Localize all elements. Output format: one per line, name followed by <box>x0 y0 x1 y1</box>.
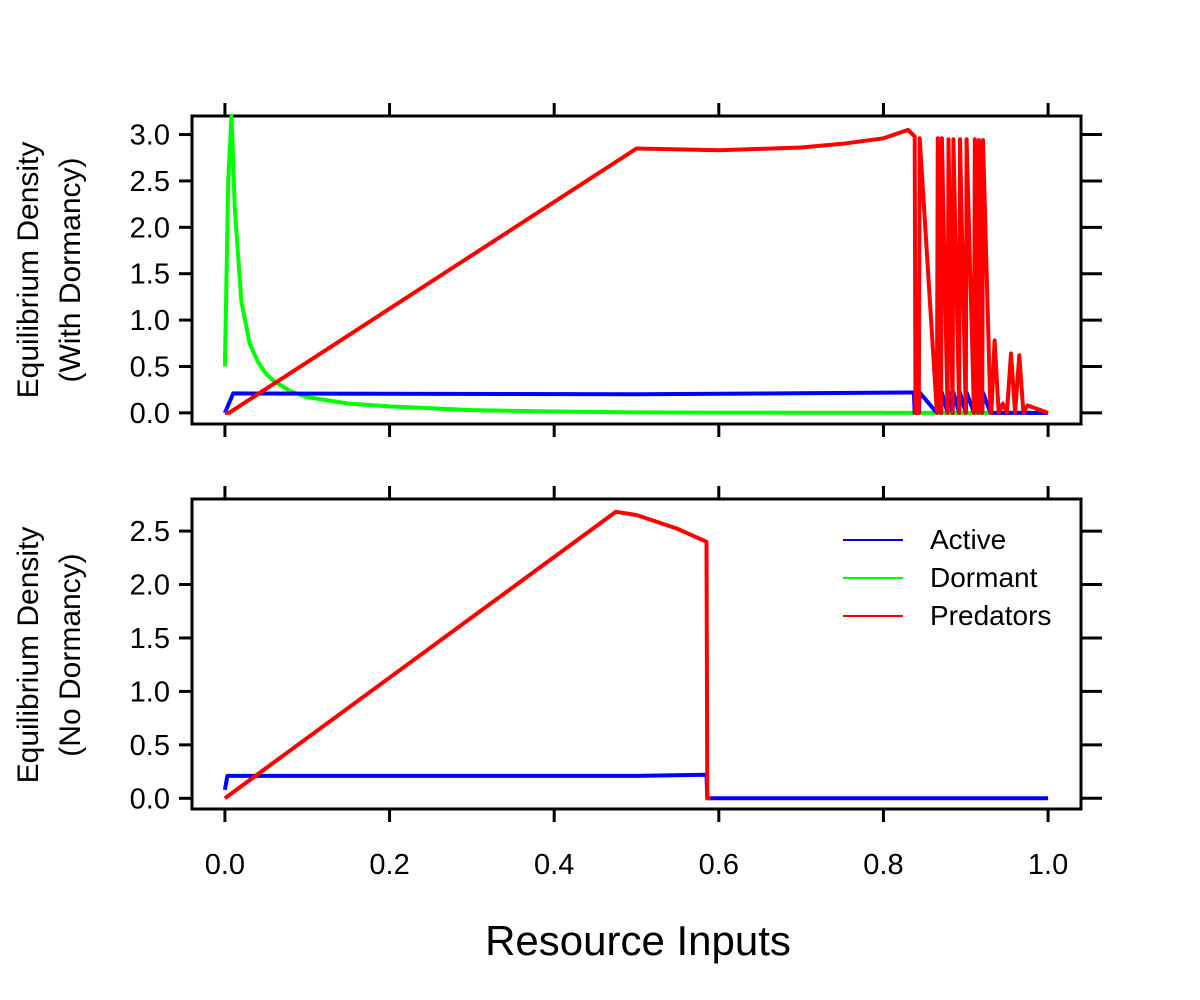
bottom-plot-frame <box>190 497 1083 811</box>
x-tick-label: 0.8 <box>863 849 903 881</box>
bottom-series-line-predators <box>223 509 711 801</box>
bottom-y-tick-labels: 0.0 0.5 1.0 1.5 2.0 2.5 <box>130 516 170 815</box>
top-y-axis-title-line1: Equilibrium Density <box>12 142 45 399</box>
x-axis-title: Resource Inputs <box>485 917 791 964</box>
bottom-series-group <box>222 509 1049 801</box>
top-plot-frame <box>190 114 1083 426</box>
top-series-line-dormant <box>222 114 1049 415</box>
top-y-axis-title-line2: (With Dormancy) <box>54 157 87 382</box>
x-tick-label: 1.0 <box>1028 849 1068 881</box>
bottom-y-tick-label: 2.5 <box>130 516 170 548</box>
top-y-tick-label: 1.5 <box>130 259 170 291</box>
legend-label-predators: Predators <box>930 600 1051 631</box>
bottom-y-tick-label: 1.0 <box>130 676 170 708</box>
top-y-tick-label: 3.0 <box>130 120 170 152</box>
top-y-tick-labels: 0.0 0.5 1.0 1.5 2.0 2.5 3.0 <box>130 120 170 430</box>
legend-label-dormant: Dormant <box>930 562 1038 593</box>
top-y-tick-label: 0.5 <box>130 351 170 383</box>
bottom-y-tick-label: 1.5 <box>130 623 170 655</box>
top-series-group <box>222 114 1049 415</box>
bottom-y-tick-label: 0.0 <box>130 783 170 815</box>
legend-label-active: Active <box>930 524 1006 555</box>
x-tick-label: 0.0 <box>205 849 245 881</box>
top-y-tick-label: 2.0 <box>130 212 170 244</box>
bottom-y-axis-title-line2: (No Dormancy) <box>54 553 87 756</box>
bottom-series-line-active <box>222 772 1049 801</box>
top-panel: 0.0 0.5 1.0 1.5 2.0 2.5 3.0 Equilibrium Densit… <box>12 103 1102 437</box>
legend: Active Dormant Predators <box>843 524 1051 631</box>
top-axis-ticks <box>179 103 1102 437</box>
top-y-tick-label: 1.0 <box>130 305 170 337</box>
x-tick-label: 0.6 <box>699 849 739 881</box>
top-y-tick-label: 0.0 <box>130 398 170 430</box>
x-tick-label: 0.4 <box>534 849 574 881</box>
bottom-y-tick-label: 0.5 <box>130 730 170 762</box>
top-series-line-predators <box>224 127 1049 415</box>
bottom-panel: 0.0 0.5 1.0 1.5 2.0 2.5 0.0 0.2 0.4 0.6 0.8 1.0 Eq… <box>12 486 1102 881</box>
bottom-y-tick-label: 2.0 <box>130 570 170 602</box>
top-y-tick-label: 2.5 <box>130 166 170 198</box>
x-tick-label: 0.2 <box>369 849 409 881</box>
bottom-y-axis-title-line1: Equilibrium Density <box>12 527 45 784</box>
x-tick-labels: 0.0 0.2 0.4 0.6 0.8 1.0 <box>205 849 1068 881</box>
bottom-axis-ticks <box>179 486 1102 822</box>
